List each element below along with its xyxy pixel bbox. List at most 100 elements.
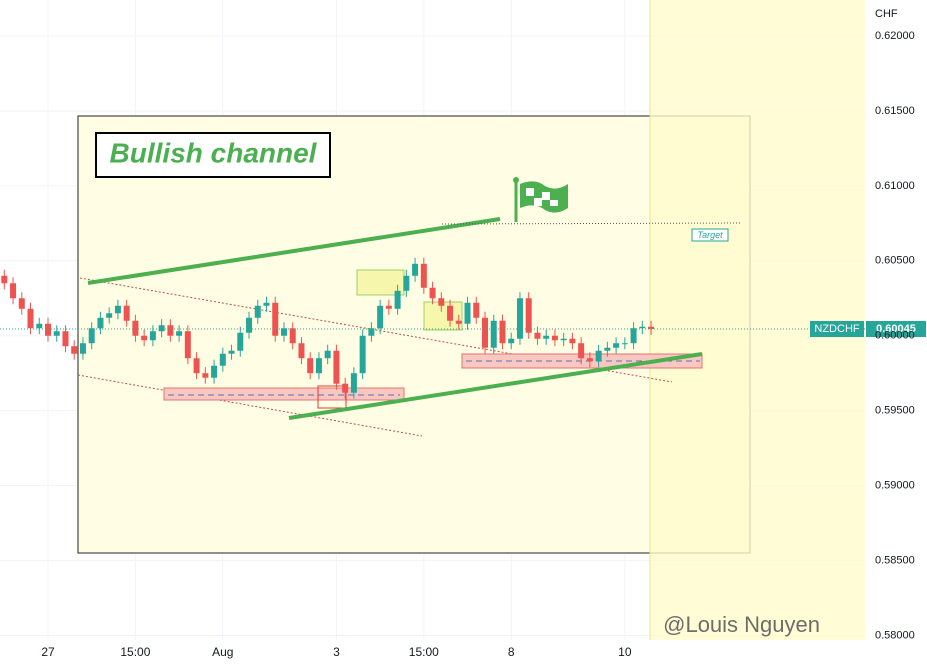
candle-body — [88, 328, 95, 344]
candle-body — [534, 332, 541, 339]
candle-body — [315, 358, 322, 374]
y-tick-label: 0.59500 — [875, 405, 915, 417]
candle-body — [280, 328, 287, 336]
flag-top — [513, 177, 519, 183]
candle-body — [333, 350, 340, 384]
candle-body — [578, 343, 585, 359]
candle-body — [455, 320, 462, 324]
candle-body — [79, 343, 86, 354]
candle-body — [307, 358, 314, 374]
candle-body — [202, 373, 209, 378]
candle-body — [569, 338, 576, 344]
flag — [513, 177, 568, 222]
candle-body — [228, 350, 235, 354]
x-tick-label: 3 — [333, 645, 340, 659]
future-zone — [650, 0, 865, 640]
axis-unit: CHF — [875, 8, 898, 20]
candle-body — [560, 338, 567, 341]
candle-body — [167, 325, 174, 336]
y-tick-label: 0.61000 — [875, 180, 915, 192]
candle-body — [132, 320, 139, 336]
candle-body — [298, 343, 305, 359]
candle-body — [490, 320, 497, 348]
y-tick-label: 0.60000 — [875, 330, 915, 342]
y-tick-label: 0.61500 — [875, 105, 915, 117]
y-tick-label: 0.62000 — [875, 30, 915, 42]
candle-body — [158, 325, 165, 332]
candle-body — [543, 335, 550, 339]
candle-body — [630, 328, 637, 344]
candle-body — [438, 298, 445, 306]
candle-body — [27, 308, 34, 329]
candle-body — [586, 358, 593, 362]
marker-box — [356, 269, 405, 296]
title-box — [95, 132, 331, 178]
candle-body — [368, 328, 375, 336]
candle-body — [516, 298, 523, 339]
candle-body — [429, 287, 436, 299]
target-label: Target — [697, 230, 723, 240]
candle-body — [412, 263, 419, 276]
candles — [1, 257, 655, 399]
candle-body — [385, 305, 392, 309]
candle-body — [211, 365, 218, 378]
marker-box — [317, 385, 347, 409]
candle-body — [447, 305, 454, 321]
candle-body — [473, 302, 480, 318]
channel-line — [87, 217, 501, 285]
x-tick-label: Aug — [212, 645, 233, 659]
marker-box — [423, 301, 463, 331]
x-tick-label: 8 — [508, 645, 515, 659]
support-zone — [163, 387, 405, 401]
candle-body — [350, 373, 357, 393]
x-tick-label: 15:00 — [120, 645, 150, 659]
candle-body — [420, 263, 427, 288]
candle-body — [263, 302, 270, 306]
candle-body — [237, 332, 244, 351]
x-tick-label: 27 — [41, 645, 55, 659]
candle-body — [621, 343, 628, 345]
y-tick-label: 0.58500 — [875, 554, 915, 566]
candle-body — [595, 350, 602, 362]
y-tick-label: 0.59000 — [875, 480, 915, 492]
candle-body — [193, 358, 200, 374]
candle-body — [508, 338, 515, 344]
candle-body — [114, 305, 121, 314]
x-tick-label: 10 — [618, 645, 632, 659]
flag-checks — [526, 188, 558, 206]
last-price-label: 0.60045 — [876, 323, 916, 335]
candle-body — [342, 383, 349, 393]
candle-body — [10, 283, 17, 299]
candle-body — [149, 331, 156, 341]
candle-body — [246, 317, 253, 333]
target-box — [691, 228, 729, 242]
candle-body — [254, 305, 261, 318]
candle-body — [324, 350, 331, 359]
candle-body — [289, 328, 296, 344]
candle-body — [639, 326, 646, 329]
y-tick-label: 0.60500 — [875, 255, 915, 267]
y-tick-label: 0.58000 — [875, 629, 915, 641]
x-tick-label: 15:00 — [409, 645, 439, 659]
candle-body — [176, 331, 183, 336]
candle-body — [106, 313, 113, 318]
candle-body — [648, 326, 655, 329]
candle-body — [525, 298, 532, 333]
candle-body — [18, 298, 25, 309]
candle-body — [141, 335, 148, 341]
chart-title: Bullish channel — [110, 137, 318, 168]
candle-body — [551, 335, 558, 341]
candle-body — [53, 331, 60, 336]
candle-body — [45, 323, 51, 336]
candle-body — [71, 346, 78, 354]
symbol-box — [810, 320, 864, 337]
candle-body — [482, 317, 488, 348]
candle-body — [464, 302, 471, 324]
candle-body — [403, 275, 410, 291]
symbol-label: NZDCHF — [814, 323, 859, 335]
candle-body — [359, 335, 366, 374]
candle-body — [62, 331, 69, 347]
candle-body — [36, 323, 43, 329]
